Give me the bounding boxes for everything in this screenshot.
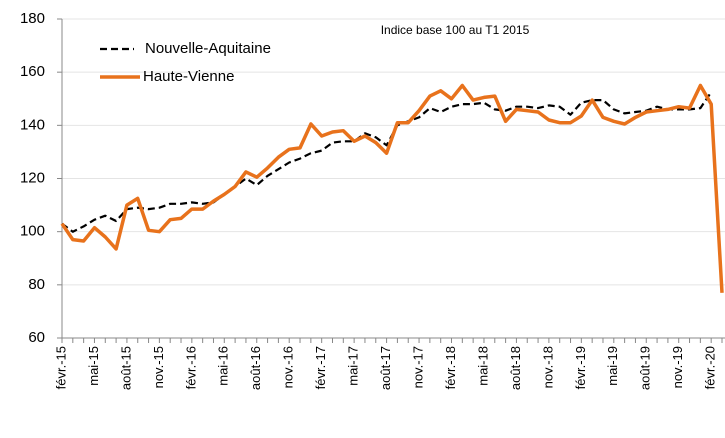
x-tick-label: févr.-18 [443,346,458,389]
x-tick-label: août-17 [378,346,393,390]
x-tick-label: févr.-20 [703,346,718,389]
x-tick-label: nov.-16 [281,346,296,388]
y-tick-label: 180 [20,10,45,27]
y-tick-label: 140 [20,116,45,133]
x-tick-label: août-18 [508,346,523,390]
annotation: Indice base 100 au T1 2015 [381,23,530,37]
x-tick-label: nov.-15 [151,346,166,388]
x-tick-label: août-16 [248,346,263,390]
series-line [61,91,713,233]
legend-label: Haute-Vienne [143,68,234,85]
x-tick-label: août-19 [638,346,653,390]
y-tick-label: 100 [20,223,45,240]
legend-label: Nouvelle-Aquitaine [145,40,271,57]
x-tick-label: mai-19 [605,346,620,386]
x-tick-label: févr.-16 [183,346,198,389]
series-line [60,83,724,293]
x-tick-label: nov.-17 [410,346,425,388]
y-tick-label: 80 [28,276,45,293]
x-tick-label: mai-16 [216,346,231,386]
x-tick-label: nov.-19 [670,346,685,388]
x-tick-label: nov.-18 [540,346,555,388]
x-tick-label: févr.-17 [313,346,328,389]
y-tick-label: 160 [20,63,45,80]
x-tick-label: févr.-19 [573,346,588,389]
x-tick-label: mai-17 [346,346,361,386]
x-tick-label: févr.-15 [53,346,68,389]
x-tick-label: mai-15 [86,346,101,386]
y-tick-label: 60 [28,329,45,346]
x-tick-label: mai-18 [475,346,490,386]
y-tick-label: 120 [20,169,45,186]
x-tick-label: août-15 [118,346,133,390]
